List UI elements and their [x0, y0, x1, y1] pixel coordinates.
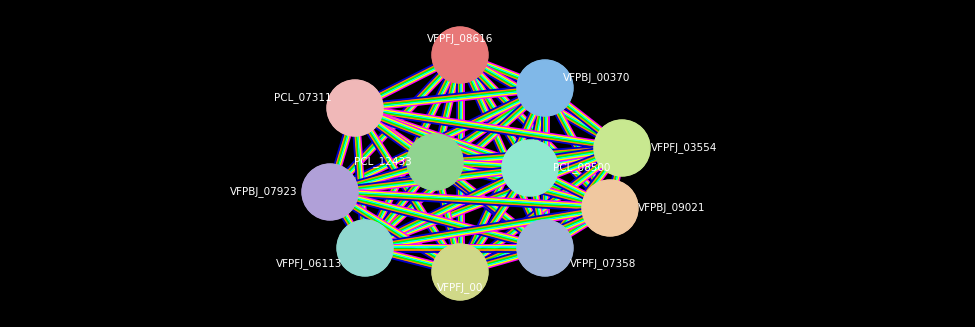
Text: VFPFJ_03554: VFPFJ_03554 — [651, 143, 718, 153]
Text: PCL_08500: PCL_08500 — [554, 163, 610, 173]
Circle shape — [337, 220, 393, 276]
Text: VFPFJ_06113: VFPFJ_06113 — [276, 259, 342, 269]
Circle shape — [327, 80, 383, 136]
Circle shape — [302, 164, 358, 220]
Circle shape — [407, 134, 463, 190]
Text: VFPBJ_00370: VFPBJ_00370 — [564, 73, 631, 83]
Circle shape — [432, 27, 488, 83]
Circle shape — [594, 120, 650, 176]
Text: VFPFJ_07358: VFPFJ_07358 — [569, 259, 636, 269]
Circle shape — [432, 244, 488, 300]
Circle shape — [582, 180, 638, 236]
Text: VFPFJ_00: VFPFJ_00 — [437, 283, 484, 293]
Text: VFPBJ_07923: VFPBJ_07923 — [230, 186, 297, 198]
Text: PCL_07311: PCL_07311 — [274, 93, 332, 103]
Text: VFPBJ_09021: VFPBJ_09021 — [639, 202, 706, 214]
Circle shape — [517, 220, 573, 276]
Text: VFPFJ_08616: VFPFJ_08616 — [427, 34, 493, 44]
Circle shape — [502, 140, 558, 196]
Circle shape — [517, 60, 573, 116]
Text: PCL_12433: PCL_12433 — [354, 157, 411, 167]
